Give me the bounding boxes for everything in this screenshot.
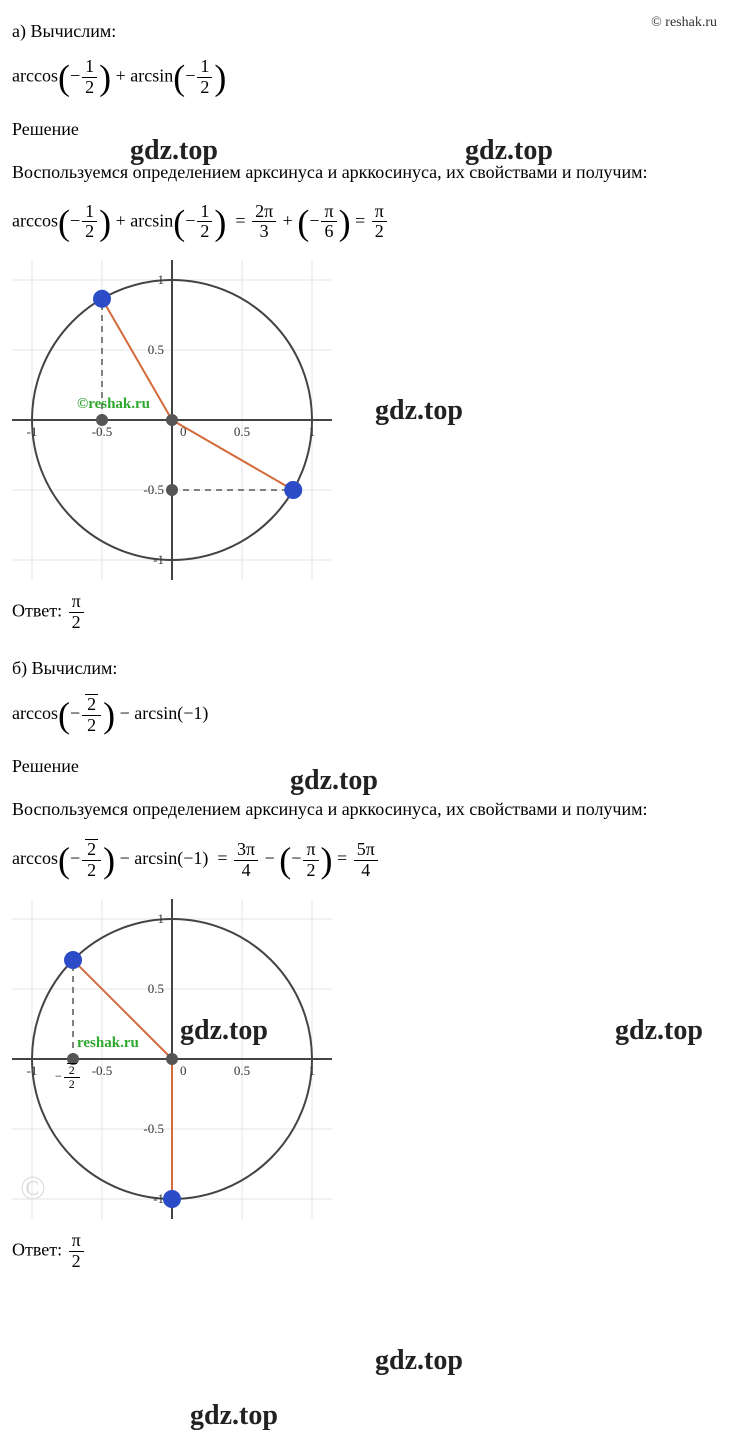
- svg-text:0: 0: [180, 1063, 187, 1078]
- svg-text:1: 1: [158, 911, 165, 926]
- part-b-answer: Ответ: π2: [12, 1231, 717, 1272]
- svg-text:-1: -1: [153, 552, 164, 567]
- copyright: © reshak.ru: [651, 12, 717, 33]
- svg-text:0.5: 0.5: [234, 1063, 250, 1078]
- svg-text:-1: -1: [27, 424, 38, 439]
- svg-text:0.5: 0.5: [148, 981, 164, 996]
- svg-text:-1: -1: [27, 1063, 38, 1078]
- part-a-chart: -1-0.500.51-1-0.50.51©reshak.ru: [12, 260, 332, 580]
- part-b-solution-label: Решение: [12, 753, 717, 780]
- part-a-calc: arccos(−12) + arcsin(−12) = 2π3 + (−π6) …: [12, 202, 717, 243]
- part-b-label: б) Вычислим:: [12, 655, 717, 682]
- watermark: gdz.top: [375, 1340, 463, 1382]
- svg-text:-1: -1: [153, 1191, 164, 1206]
- svg-text:reshak.ru: reshak.ru: [77, 1035, 139, 1051]
- svg-text:1: 1: [309, 424, 316, 439]
- part-b-hint: Воспользуемся определением арксинуса и а…: [12, 796, 717, 823]
- svg-text:0.5: 0.5: [234, 424, 250, 439]
- svg-text:1: 1: [158, 272, 165, 287]
- part-b-expression: arccos(−22) − arcsin(−1): [12, 694, 717, 736]
- watermark: gdz.top: [375, 390, 463, 432]
- part-a-label: а) Вычислим:: [12, 18, 717, 45]
- part-a-answer: Ответ: π2: [12, 592, 717, 633]
- svg-text:-0.5: -0.5: [143, 1121, 164, 1136]
- part-b-chart: -1-0.500.51-1-0.50.51−22reshak.ru©: [12, 899, 332, 1219]
- svg-text:-0.5: -0.5: [92, 424, 113, 439]
- part-b-calc: arccos(−22) − arcsin(−1) = 3π4 − (−π2) =…: [12, 839, 717, 881]
- svg-text:1: 1: [309, 1063, 316, 1078]
- svg-text:0.5: 0.5: [148, 342, 164, 357]
- svg-text:©: ©: [20, 1170, 46, 1207]
- svg-text:©reshak.ru: ©reshak.ru: [77, 396, 150, 412]
- watermark: gdz.top: [190, 1395, 278, 1437]
- watermark: gdz.top: [615, 1010, 703, 1052]
- part-a-solution-label: Решение: [12, 116, 717, 143]
- svg-text:-0.5: -0.5: [143, 482, 164, 497]
- part-a-expression: arccos(−12) + arcsin(−12): [12, 57, 717, 98]
- part-a-hint: Воспользуемся определением арксинуса и а…: [12, 159, 717, 186]
